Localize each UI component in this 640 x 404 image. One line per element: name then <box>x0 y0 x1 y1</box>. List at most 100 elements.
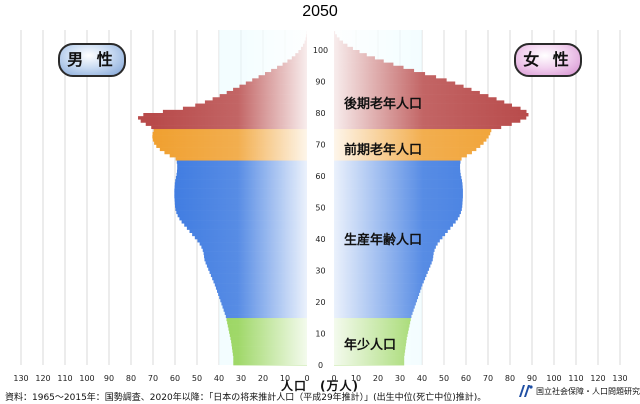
bar-female <box>334 179 463 183</box>
bar-male <box>176 169 307 174</box>
bar-male <box>221 302 307 306</box>
x-tick-label: 80 <box>126 374 136 383</box>
x-tick-label: 30 <box>395 374 405 383</box>
x-tick-label: 80 <box>505 374 515 383</box>
bar-female <box>334 176 462 180</box>
bar-female <box>334 198 463 202</box>
bar-male <box>230 336 307 341</box>
bar-female <box>334 182 463 186</box>
bar-male <box>303 43 307 48</box>
bar-female <box>334 273 427 278</box>
x-tick-label: 20 <box>373 374 383 383</box>
bar-male <box>169 153 307 158</box>
bar-male <box>201 245 307 249</box>
bar-male <box>154 141 307 145</box>
male-bars <box>138 30 307 366</box>
bar-female <box>334 302 416 306</box>
bar-male <box>174 188 307 193</box>
bar-female <box>334 188 463 193</box>
bar-male <box>215 286 307 290</box>
age-group-label-elderly-early: 前期老年人口 <box>344 143 423 158</box>
bar-male <box>197 239 307 243</box>
x-tick-label: 120 <box>590 374 605 383</box>
bar-female <box>334 68 415 73</box>
bar-male <box>224 311 307 315</box>
bar-male <box>212 276 307 281</box>
chart-title: 2050 <box>302 3 338 20</box>
bar-female <box>334 116 527 120</box>
bar-female <box>334 185 463 189</box>
institute-logo-icon <box>519 385 533 397</box>
bar-male <box>231 346 307 350</box>
organization-logo: 国立社会保障・人口問題研究所 <box>517 384 640 398</box>
bar-female <box>334 213 460 218</box>
bar-female <box>334 191 463 196</box>
bar-male <box>175 157 307 161</box>
bar-male <box>304 40 307 44</box>
bar-male <box>184 223 307 227</box>
bar-female <box>334 119 521 123</box>
bar-female <box>334 135 489 139</box>
x-tick-label: 90 <box>527 374 537 383</box>
bar-female <box>334 283 423 287</box>
bar-male <box>174 194 307 199</box>
bar-male <box>164 150 307 155</box>
bar-male <box>174 185 307 189</box>
bar-male <box>156 144 307 148</box>
bar-male <box>175 176 307 180</box>
bar-female <box>334 207 462 211</box>
bar-female <box>334 216 458 221</box>
bar-male <box>232 349 307 353</box>
bar-male <box>252 78 307 82</box>
bar-male <box>177 213 307 218</box>
bar-female <box>334 279 424 284</box>
age-group-label-youth: 年少人口 <box>344 338 397 353</box>
male-label-badge: 男 性 <box>58 43 126 77</box>
bar-male <box>227 324 307 328</box>
bar-male <box>208 267 307 271</box>
bar-male <box>174 198 307 202</box>
bar-male <box>151 125 307 130</box>
bar-male <box>223 308 307 312</box>
bar-female <box>334 254 434 259</box>
bar-male <box>212 97 307 101</box>
bar-male <box>179 216 307 221</box>
y-tick-label: 10 <box>315 330 325 339</box>
bar-male <box>189 229 307 233</box>
y-axis-ticks: 0 10 20 30 40 50 60 70 80 90 100 <box>313 46 328 370</box>
female-label-badge: 女 性 <box>514 43 582 77</box>
bar-female <box>334 128 492 133</box>
bar-male <box>233 87 307 92</box>
x-tick-label: 0 <box>331 374 336 383</box>
bar-male <box>264 72 307 76</box>
bar-female <box>334 358 405 363</box>
bar-male <box>258 75 307 79</box>
bar-female <box>334 220 456 224</box>
bar-female <box>334 75 437 79</box>
bar-male <box>232 352 307 356</box>
age-group-label-elderly-late: 後期老年人口 <box>344 97 423 112</box>
bar-male <box>176 160 307 164</box>
bar-female <box>334 166 461 170</box>
bar-male <box>229 330 307 334</box>
bar-male <box>202 248 307 252</box>
bar-female <box>334 53 367 57</box>
source-note: 資料：1965～2015年：国勢調査、2020年以降：「日本の将来推計人口（平成… <box>5 393 487 403</box>
bar-male <box>209 270 307 274</box>
bar-female <box>334 40 344 44</box>
bar-female <box>334 50 360 54</box>
bar-female <box>334 62 394 67</box>
bar-male <box>203 251 307 256</box>
x-tick-label: 10 <box>280 374 290 383</box>
bar-female <box>334 78 447 82</box>
x-tick-label: 130 <box>612 374 627 383</box>
y-tick-label: 60 <box>315 172 325 181</box>
bar-female <box>334 314 412 319</box>
bar-female <box>334 257 433 262</box>
bar-male <box>245 81 307 85</box>
bar-female <box>334 113 529 117</box>
x-tick-label: 70 <box>483 374 493 383</box>
bar-male <box>217 289 307 293</box>
bar-male <box>228 327 307 331</box>
bar-male <box>199 242 307 246</box>
